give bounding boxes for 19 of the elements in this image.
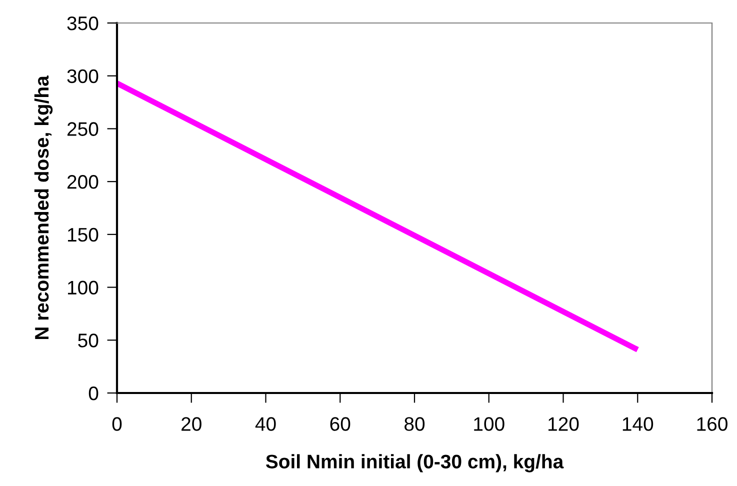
y-axis-title: N recommended dose, kg/ha bbox=[34, 76, 53, 340]
y-tick-label: 150 bbox=[68, 228, 98, 242]
x-tick-label: 120 bbox=[548, 417, 579, 431]
y-tick-label: 50 bbox=[78, 334, 98, 348]
x-tick-label: 80 bbox=[404, 417, 425, 431]
x-tick-label: 100 bbox=[474, 417, 504, 431]
x-tick-label: 20 bbox=[182, 417, 202, 431]
y-tick-label: 250 bbox=[67, 122, 98, 136]
x-tick-label: 40 bbox=[255, 417, 276, 431]
x-tick-label: 0 bbox=[112, 417, 122, 431]
y-tick-label: 0 bbox=[88, 386, 98, 400]
y-tick-label: 350 bbox=[67, 16, 98, 30]
x-axis-title: Soil Nmin initial (0-30 cm), kg/ha bbox=[266, 454, 564, 472]
y-tick-label: 200 bbox=[67, 175, 98, 189]
y-tick-label: 300 bbox=[67, 69, 98, 84]
x-tick-label: 160 bbox=[697, 417, 728, 431]
y-tick-label: 100 bbox=[68, 280, 98, 295]
x-tick-label: 140 bbox=[622, 417, 654, 431]
x-tick-label: 60 bbox=[330, 417, 350, 431]
